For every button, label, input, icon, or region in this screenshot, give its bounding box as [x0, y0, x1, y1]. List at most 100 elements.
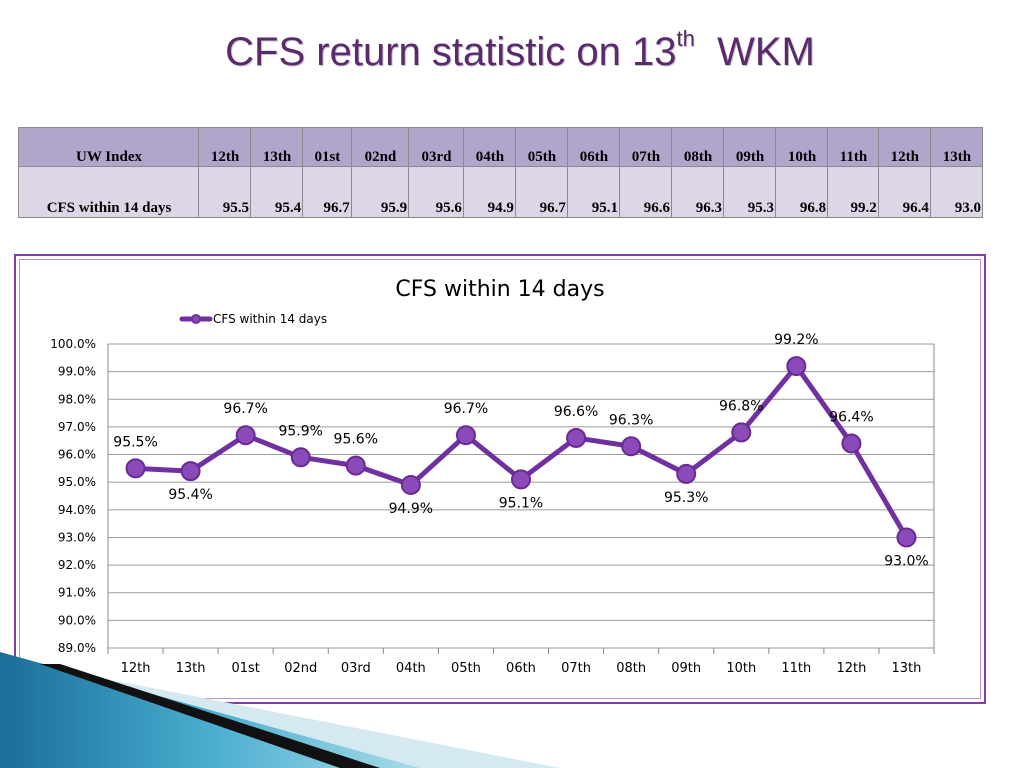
table-header-cell: 05th	[514, 127, 568, 167]
table-header-cell: 03rd	[408, 127, 464, 167]
data-point	[566, 427, 587, 448]
data-point	[841, 433, 862, 454]
data-point	[786, 356, 807, 377]
y-tick-label: 89.0%	[58, 641, 96, 655]
y-tick-label: 93.0%	[58, 530, 96, 544]
y-tick-label: 98.0%	[58, 392, 96, 406]
data-point	[621, 436, 642, 457]
x-tick-label: 10th	[726, 661, 756, 676]
data-point	[290, 447, 311, 468]
x-tick-label: 12th	[836, 661, 866, 676]
y-tick-label: 97.0%	[58, 420, 96, 434]
legend-label: CFS within 14 days	[213, 312, 327, 326]
y-tick-label: 99.0%	[58, 365, 96, 379]
table-header-cell: 12th	[197, 127, 252, 167]
y-axis-labels: 89.0% 90.0% 91.0% 92.0% 93.0% 94.0% 95.0% 96.0%…	[50, 337, 96, 655]
data-label: 96.6%	[554, 404, 598, 420]
data-point	[731, 422, 752, 443]
y-tick-label: 91.0%	[58, 586, 96, 600]
y-tick-label: 95.0%	[58, 475, 96, 489]
data-point	[180, 461, 201, 482]
x-tick-label: 11th	[781, 661, 811, 676]
data-label: 96.3%	[609, 412, 653, 428]
data-label: 96.4%	[829, 409, 873, 425]
slide-title: CFS return statistic on 13th WKM	[0, 26, 1024, 75]
table-header-cell: 13th	[929, 127, 984, 167]
table-header-cell: 10th	[775, 127, 829, 167]
table-cell: 99.2	[827, 166, 879, 218]
x-tick-label: 13th	[892, 661, 922, 676]
data-label: 94.9%	[389, 501, 433, 517]
table-cell: 96.6	[618, 166, 672, 218]
slide-title-superscript: th	[676, 26, 695, 51]
x-tick-label: 12th	[121, 661, 151, 676]
table-header-cell: 13th	[250, 127, 304, 167]
x-tick-label: 09th	[671, 661, 701, 676]
table-cell: 96.8	[775, 166, 829, 218]
x-tick-label: 05th	[451, 661, 481, 676]
table-header-cell: 04th	[462, 127, 516, 167]
table-header-cell: 12th	[877, 127, 931, 167]
chart-title: CFS within 14 days	[395, 277, 604, 302]
slide-title-main: CFS return statistic on 13	[225, 30, 677, 74]
table-cell: 95.4	[250, 166, 304, 218]
stats-table: UW Index 12th 13th 01st 02nd 03rd 04th 05th 06t…	[18, 127, 984, 218]
data-point	[125, 458, 146, 479]
legend-marker-swatch	[191, 314, 201, 324]
table-header-cell: 08th	[670, 127, 725, 167]
table-cell: 95.9	[350, 166, 410, 218]
table-header-cell: 02nd	[350, 127, 410, 167]
table-header-cell: 06th	[566, 127, 620, 167]
data-label: 93.0%	[884, 553, 928, 569]
line-chart: CFS within 14 days CFS within 14 days 89…	[50, 277, 935, 676]
table-cell: 95.3	[723, 166, 777, 218]
data-point	[455, 425, 476, 446]
table-cell: 96.7	[514, 166, 568, 218]
data-label: 95.4%	[168, 487, 212, 503]
table-cell: 94.9	[462, 166, 516, 218]
data-label: 95.3%	[664, 490, 708, 506]
table-cell: 96.7	[302, 166, 352, 218]
table-cell: 96.3	[670, 166, 725, 218]
x-axis-labels: 12th 13th 01st 02nd 03rd 04th 05th 06th 07th 08th…	[121, 661, 922, 676]
y-tick-label: 96.0%	[58, 448, 96, 462]
y-tick-label: 90.0%	[58, 613, 96, 627]
x-tick-label: 04th	[396, 661, 426, 676]
data-labels: 95.5% 95.4% 96.7% 95.9% 95.6% 94.9% 96.7% 95.1%…	[113, 332, 928, 569]
data-point	[896, 527, 917, 548]
data-point	[676, 463, 697, 484]
slide-title-end: WKM	[717, 30, 815, 74]
chart-frame: CFS within 14 days CFS within 14 days 89…	[14, 254, 986, 704]
data-label: 96.7%	[223, 401, 267, 417]
data-point	[400, 474, 421, 495]
x-tick-label: 02nd	[284, 661, 317, 676]
data-label: 95.1%	[499, 495, 543, 511]
data-point	[345, 455, 366, 476]
y-tick-label: 94.0%	[58, 503, 96, 517]
x-tick-label: 03rd	[341, 661, 371, 676]
table-header-row: UW Index 12th 13th 01st 02nd 03rd 04th 05th 06t…	[18, 127, 984, 167]
table-header-cell: 01st	[302, 127, 352, 167]
chart-gridlines	[107, 343, 935, 654]
chart-legend: CFS within 14 days	[179, 312, 327, 326]
y-tick-label: 100.0%	[50, 337, 96, 351]
table-cell: 95.5	[197, 166, 252, 218]
series-line	[133, 363, 909, 540]
table-header-cell: 07th	[618, 127, 672, 167]
table-header-cell: 11th	[827, 127, 879, 167]
data-label: 95.9%	[278, 423, 322, 439]
table-cell: 93.0	[929, 166, 984, 218]
x-tick-label: 08th	[616, 661, 646, 676]
table-header-cell: 09th	[723, 127, 777, 167]
table-header-label: UW Index	[18, 127, 199, 167]
x-tick-label: 07th	[561, 661, 591, 676]
data-label: 99.2%	[774, 332, 818, 348]
y-tick-label: 92.0%	[58, 558, 96, 572]
table-row-label: CFS within 14 days	[18, 166, 199, 218]
table-cell: 95.6	[408, 166, 464, 218]
table-cell: 95.1	[566, 166, 620, 218]
data-point	[511, 469, 531, 490]
data-point	[235, 425, 256, 446]
chart-series	[125, 356, 917, 548]
data-label: 95.5%	[113, 434, 157, 450]
